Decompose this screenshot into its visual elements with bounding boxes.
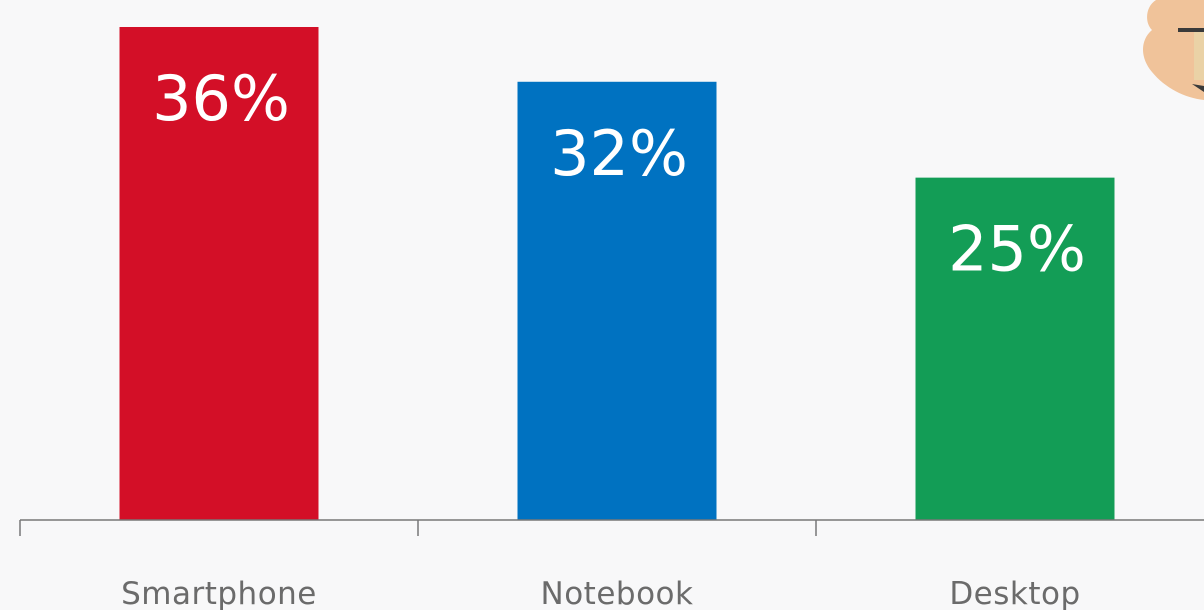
- value-label-notebook: 32%: [550, 117, 688, 190]
- category-label-smartphone: Smartphone: [121, 576, 317, 610]
- value-label-smartphone: 36%: [152, 62, 290, 135]
- bar-notebook: [517, 81, 717, 521]
- category-label-notebook: Notebook: [541, 576, 694, 610]
- value-label-desktop: 25%: [948, 213, 1086, 286]
- category-label-desktop: Desktop: [949, 576, 1080, 610]
- bar-smartphone: [119, 27, 319, 520]
- bar-desktop: [915, 177, 1115, 520]
- bars-group: [119, 27, 1115, 521]
- x-axis: [19, 519, 1204, 536]
- category-labels-group: Smartphone Notebook Desktop: [121, 576, 1080, 610]
- value-labels-group: 36% 32% 25%: [152, 62, 1086, 286]
- hand-holding-device-icon: [1143, 0, 1204, 100]
